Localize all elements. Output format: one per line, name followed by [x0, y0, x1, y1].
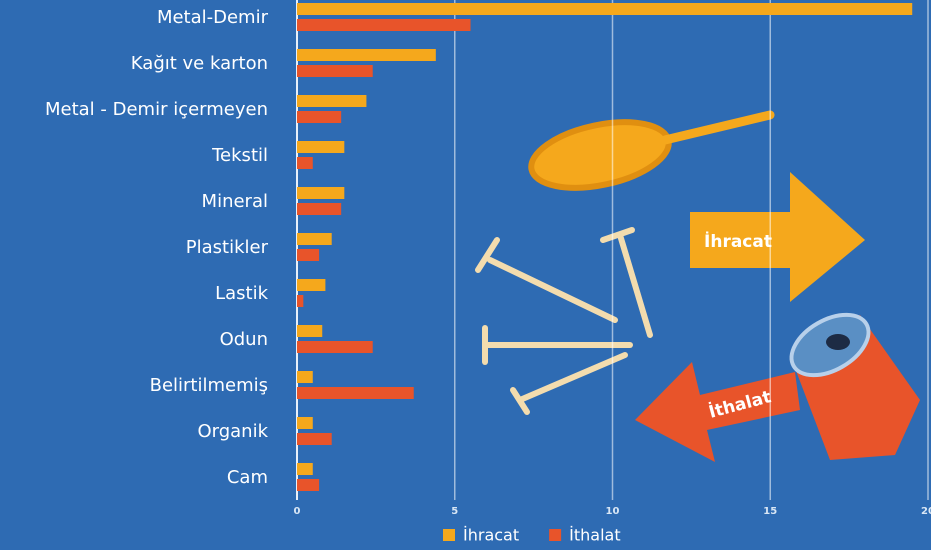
y-tick-label: Odun	[220, 329, 268, 350]
bar	[297, 111, 341, 123]
y-tick-label: Lastik	[215, 283, 268, 304]
bar	[297, 387, 414, 399]
bar	[297, 249, 319, 261]
bar	[297, 479, 319, 491]
chart: İhracat İthalat 0 5 10 15 20 Metal-Demir Kağıt…	[0, 0, 931, 550]
legend-swatch	[549, 529, 561, 541]
bar	[297, 3, 912, 15]
bar	[297, 19, 471, 31]
y-tick-label: Kağıt ve karton	[131, 53, 268, 74]
y-tick-label: Plastikler	[186, 237, 269, 258]
y-tick-label: Mineral	[202, 191, 268, 212]
bar	[297, 233, 332, 245]
x-tick-label: 0	[294, 506, 301, 517]
bar	[297, 341, 373, 353]
y-tick-label: Organik	[197, 421, 268, 442]
bar	[297, 141, 344, 153]
annotation: İhracat	[704, 230, 772, 252]
legend-swatch	[443, 529, 455, 541]
legend-label: İhracat	[463, 526, 519, 545]
x-tick-label: 5	[451, 506, 458, 517]
bar	[297, 417, 313, 429]
y-tick-label: Metal - Demir içermeyen	[45, 99, 268, 120]
y-tick-label: Cam	[227, 467, 268, 488]
bar	[297, 49, 436, 61]
bar	[297, 203, 341, 215]
bar	[297, 463, 313, 475]
y-tick-label: Metal-Demir	[157, 7, 269, 28]
bar	[297, 157, 313, 169]
bar	[297, 325, 322, 337]
bar	[297, 433, 332, 445]
x-tick-label: 20	[921, 506, 931, 517]
legend-label: İthalat	[569, 526, 620, 545]
x-tick-label: 15	[763, 506, 777, 517]
x-tick-label: 10	[606, 506, 620, 517]
y-tick-label: Belirtilmemiş	[150, 375, 268, 396]
bar	[297, 187, 344, 199]
y-tick-label: Tekstil	[211, 145, 268, 166]
bar	[297, 279, 325, 291]
bar	[297, 371, 313, 383]
bar	[297, 295, 303, 307]
bar	[297, 95, 366, 107]
bar	[297, 65, 373, 77]
